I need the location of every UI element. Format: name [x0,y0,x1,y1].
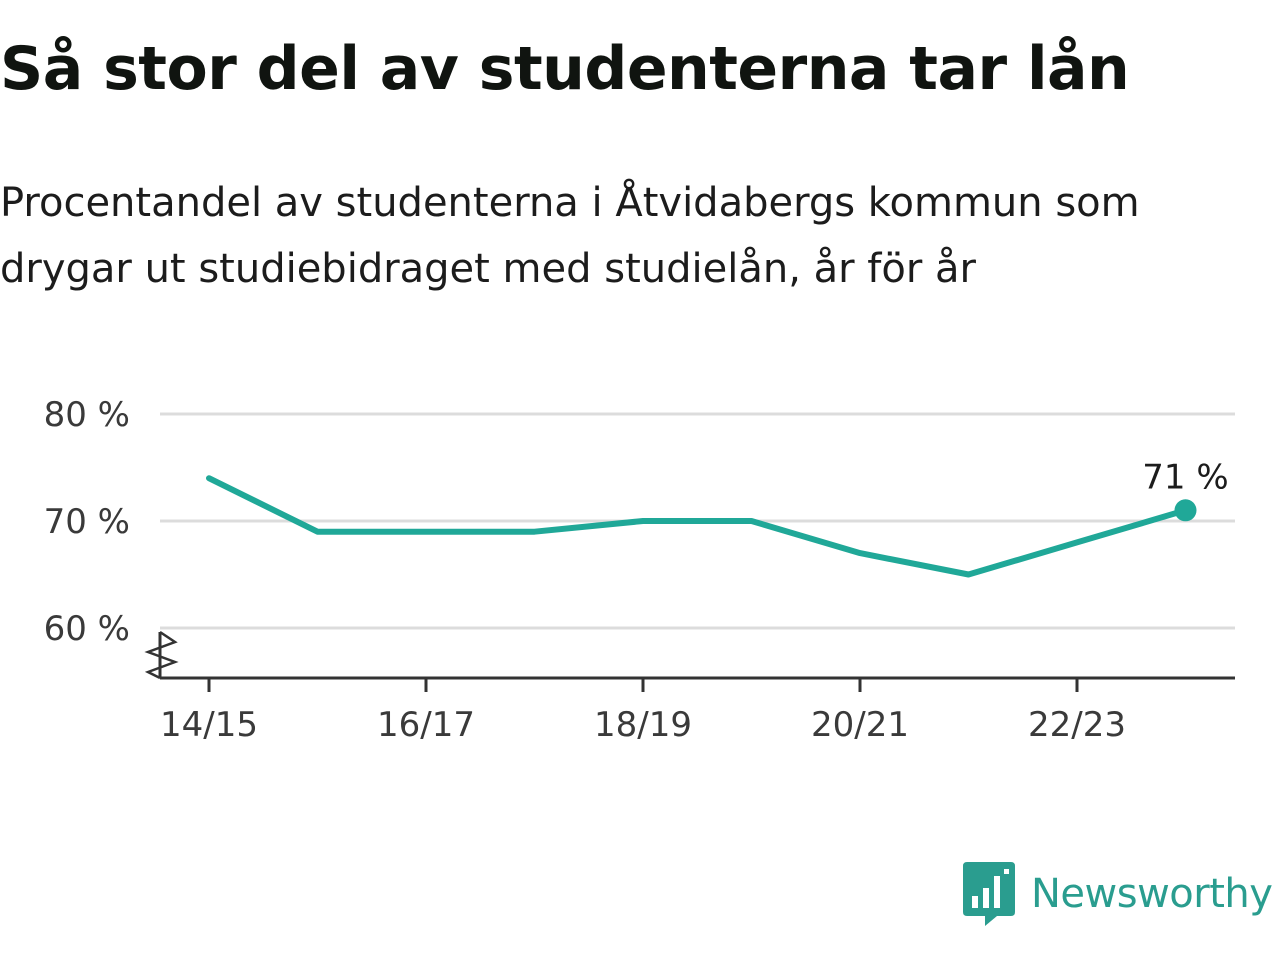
x-tick-label: 20/21 [811,705,909,745]
x-tick-label: 14/15 [160,705,258,745]
y-axis-ticks: 60 % 70 % 80 % [44,395,130,649]
x-axis [144,630,1235,680]
newsworthy-logo: Newsworthy [963,862,1273,926]
chart-title: Så stor del av studenterna tar lån [0,34,1130,104]
bar-chart-speech-bubble-icon [963,862,1015,926]
series-line [206,475,1189,578]
data-labels: 71 % [1142,457,1228,497]
y-tick-label: 70 % [44,502,130,542]
axis-break-icon [144,630,179,680]
end-value-label: 71 % [1142,457,1228,497]
y-tick-label: 80 % [44,395,130,435]
series-group [206,475,1197,578]
line-chart: 60 % 70 % 80 % 14/15 16/17 18/19 20/21 22/23 7… [44,395,1235,745]
x-tick-label: 18/19 [594,705,692,745]
y-tick-label: 60 % [44,609,130,649]
brand-name: Newsworthy [1031,871,1273,917]
x-tick-label: 16/17 [377,705,475,745]
end-point [1174,499,1197,522]
x-axis-ticks: 14/15 16/17 18/19 20/21 22/23 [160,678,1126,745]
x-tick-label: 22/23 [1028,705,1126,745]
chart-subtitle: Procentandel av studenterna i Åtvidaberg… [0,180,1140,292]
